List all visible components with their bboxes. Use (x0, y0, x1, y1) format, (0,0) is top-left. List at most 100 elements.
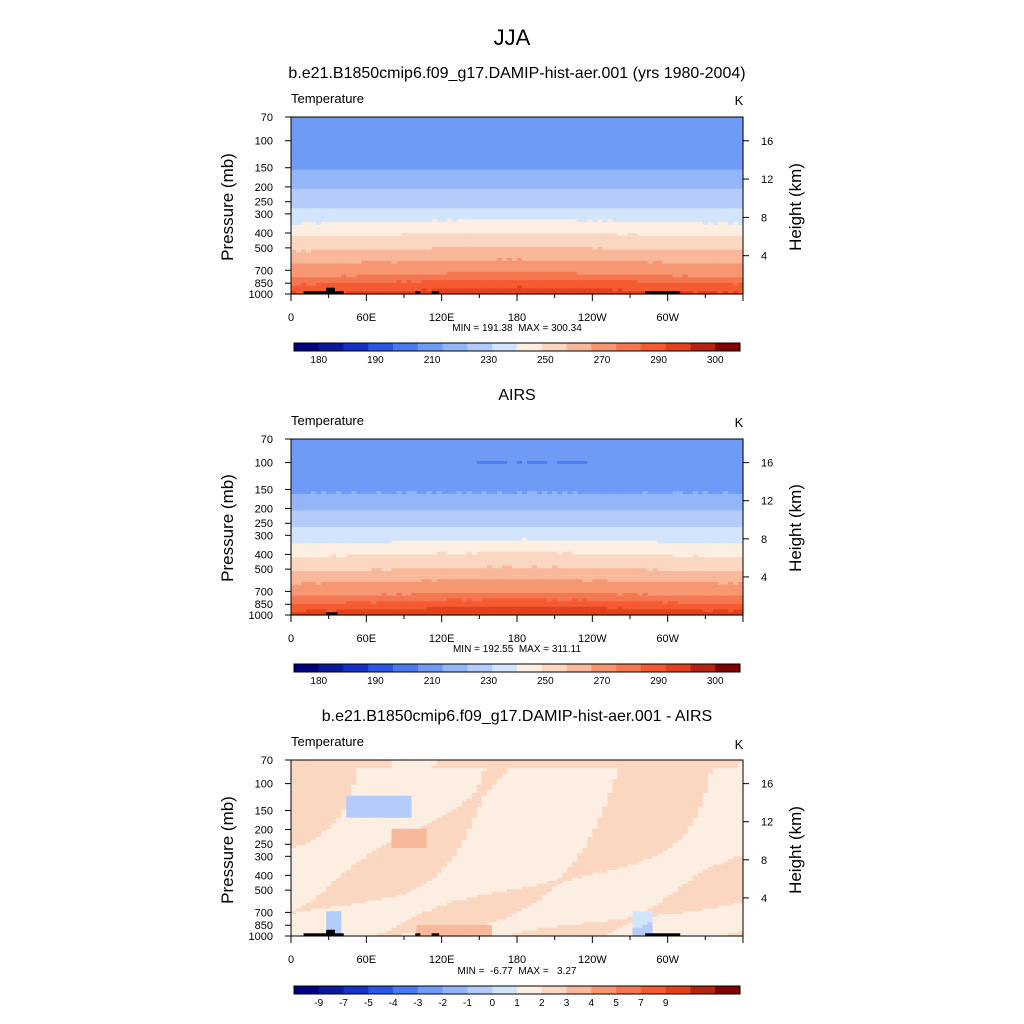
field-cell (451, 133, 458, 137)
field-cell (602, 119, 608, 124)
field-cell (321, 150, 327, 154)
field-cell (476, 147, 483, 151)
field-cell (577, 164, 583, 168)
field-cell (496, 117, 503, 121)
field-cell (637, 164, 644, 168)
field-cell (647, 136, 654, 140)
field-cell (431, 147, 438, 151)
field-cell (306, 130, 312, 135)
field-cell (557, 130, 563, 135)
field-cell (727, 152, 734, 157)
field-cell (652, 128, 659, 132)
field-cell (552, 139, 558, 143)
field-cell (421, 161, 428, 165)
field-cell (451, 122, 458, 126)
field-cell (476, 119, 483, 124)
field-cell (582, 164, 588, 168)
field-cell (542, 150, 548, 154)
field-cell (511, 130, 518, 135)
field-cell (577, 117, 583, 121)
field-cell (687, 172, 694, 176)
field-cell (336, 155, 342, 160)
field-cell (376, 175, 382, 179)
field-cell (567, 150, 573, 154)
field-cell (697, 139, 704, 143)
field-cell (602, 161, 608, 165)
field-cell (481, 139, 488, 143)
field-cell (592, 136, 598, 140)
field-cell (717, 166, 724, 171)
field-cell (366, 175, 372, 179)
field-cell (587, 125, 593, 129)
field-cell (582, 166, 588, 171)
field-cell (622, 141, 629, 146)
field-cell (527, 166, 533, 171)
field-cell (562, 136, 568, 140)
field-cell (577, 130, 583, 135)
field-cell (371, 169, 377, 173)
field-cell (707, 164, 714, 168)
field-cell (687, 166, 694, 171)
field-cell (567, 177, 573, 182)
field-cell (371, 125, 377, 129)
field-cell (577, 136, 583, 140)
field-cell (476, 141, 483, 146)
field-cell (717, 161, 724, 165)
field-cell (501, 152, 508, 157)
field-cell (491, 117, 498, 121)
field-cell (361, 147, 367, 151)
field-cell (401, 117, 408, 121)
field-cell (562, 144, 568, 149)
field-cell (717, 141, 724, 146)
field-cell (311, 161, 317, 165)
field-cell (426, 150, 433, 154)
field-cell (737, 136, 744, 140)
field-cell (597, 172, 603, 176)
field-cell (401, 161, 408, 165)
field-cell (476, 164, 483, 168)
field-cell (552, 161, 558, 165)
field-cell (592, 125, 598, 129)
field-cell (421, 139, 428, 143)
field-cell (456, 169, 463, 173)
field-cell (436, 169, 443, 173)
field-cell (506, 128, 513, 132)
field-cell (391, 155, 398, 160)
field-cell (486, 150, 493, 154)
field-cell (587, 150, 593, 154)
field-cell (306, 147, 312, 151)
field-cell (481, 161, 488, 165)
field-cell (527, 133, 533, 137)
field-cell (532, 164, 538, 168)
field-cell (522, 161, 528, 165)
field-cell (592, 133, 598, 137)
field-cell (346, 166, 352, 171)
field-cell (346, 150, 352, 154)
field-cell (682, 155, 689, 160)
field-cell (682, 144, 689, 149)
field-cell (612, 164, 619, 168)
field-cell (632, 117, 639, 121)
field-cell (416, 139, 423, 143)
field-cell (391, 122, 398, 126)
field-cell (336, 166, 342, 171)
field-cell (607, 150, 614, 154)
field-cell (647, 177, 654, 182)
field-cell (501, 136, 508, 140)
field-cell (296, 133, 302, 137)
field-cell (471, 169, 478, 173)
field-cell (486, 119, 493, 124)
field-cell (326, 117, 332, 121)
field-cell (376, 136, 382, 140)
field-cell (446, 117, 453, 121)
field-cell (722, 144, 729, 149)
field-cell (491, 172, 498, 176)
field-cell (336, 117, 342, 121)
field-cell (627, 119, 634, 124)
field-cell (732, 136, 739, 140)
field-cell (717, 133, 724, 137)
field-cell (361, 152, 367, 157)
field-cell (572, 122, 578, 126)
field-cell (692, 169, 699, 173)
field-cell (567, 117, 573, 121)
